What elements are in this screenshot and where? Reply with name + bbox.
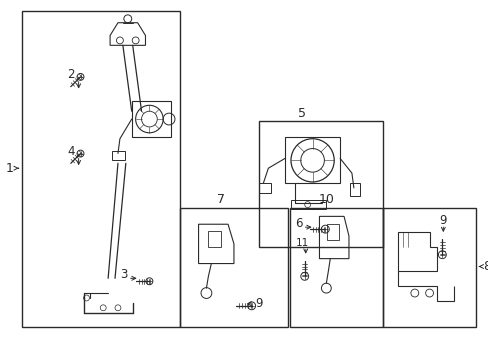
Bar: [180, 207, 287, 328]
Text: 2: 2: [67, 68, 74, 81]
Text: 9: 9: [439, 214, 446, 227]
Text: 11: 11: [296, 238, 309, 248]
Text: 7: 7: [217, 193, 224, 206]
Bar: [258, 121, 383, 247]
Text: 6: 6: [294, 217, 302, 230]
Text: 8: 8: [482, 260, 488, 273]
Text: 4: 4: [67, 145, 74, 158]
Text: 3: 3: [120, 268, 127, 281]
Text: 5: 5: [297, 107, 305, 120]
Text: 9: 9: [254, 297, 262, 310]
Bar: [383, 207, 475, 328]
Text: 10: 10: [318, 193, 334, 206]
Text: 1: 1: [6, 162, 14, 175]
Bar: [289, 207, 383, 328]
Bar: [21, 11, 180, 328]
